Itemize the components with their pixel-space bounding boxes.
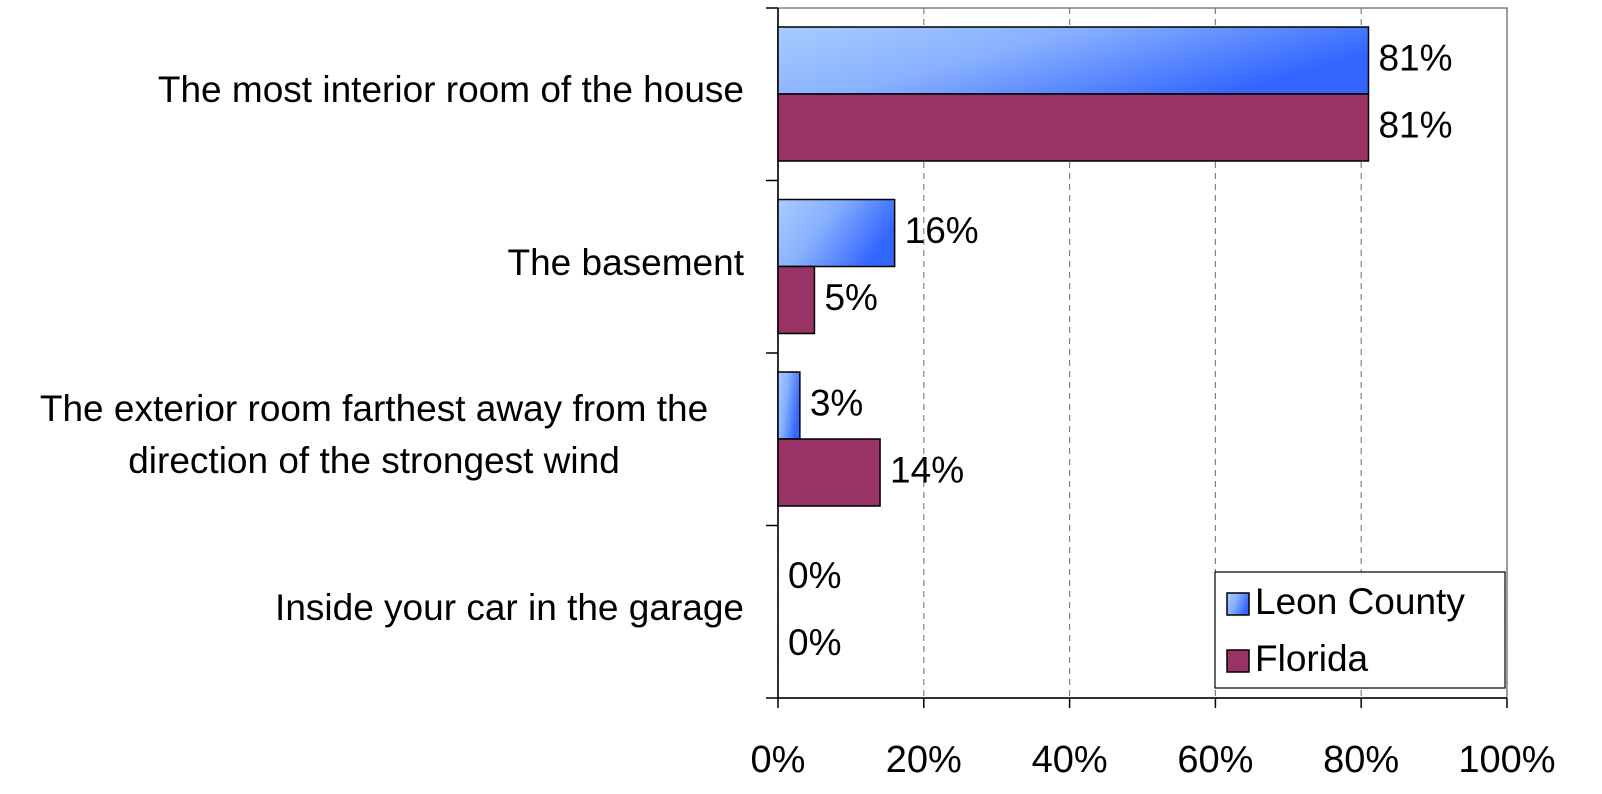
x-tick-label: 60% xyxy=(1177,739,1253,781)
category-label: The exterior room farthest away from the… xyxy=(4,353,744,518)
category-label: The basement xyxy=(4,181,744,346)
value-label: 0% xyxy=(788,622,841,663)
x-tick-label: 40% xyxy=(1032,739,1108,781)
value-label: 81% xyxy=(1378,37,1452,78)
bar xyxy=(777,371,801,440)
legend-label: Leon County xyxy=(1255,581,1465,622)
bar xyxy=(777,26,1370,95)
x-tick-label: 80% xyxy=(1323,739,1399,781)
bar xyxy=(777,438,881,507)
x-tick-label: 20% xyxy=(886,739,962,781)
category-label-text: The basement xyxy=(507,241,744,283)
bar xyxy=(777,93,1370,162)
x-tick-label: 100% xyxy=(1458,739,1555,781)
value-label: 3% xyxy=(810,382,863,423)
category-label: The most interior room of the house xyxy=(4,8,744,173)
bar xyxy=(777,198,896,268)
value-label: 0% xyxy=(788,555,841,596)
legend-label: Florida xyxy=(1255,638,1369,679)
value-label: 14% xyxy=(890,449,964,490)
bar xyxy=(777,265,816,335)
value-label: 81% xyxy=(1378,104,1452,145)
category-label-text: Inside your car in the garage xyxy=(275,586,744,628)
value-label: 16% xyxy=(905,210,979,251)
legend-swatch xyxy=(1226,649,1250,673)
legend-swatch xyxy=(1226,592,1250,616)
value-label: 5% xyxy=(824,277,877,318)
category-label-text: The exterior room farthest away from the… xyxy=(39,388,709,482)
category-label-text: The most interior room of the house xyxy=(157,69,744,111)
legend: Leon County Florida xyxy=(1214,571,1506,689)
legend-box xyxy=(1214,571,1506,689)
category-label: Inside your car in the garage xyxy=(4,526,744,691)
x-tick-label: 0% xyxy=(751,739,806,781)
